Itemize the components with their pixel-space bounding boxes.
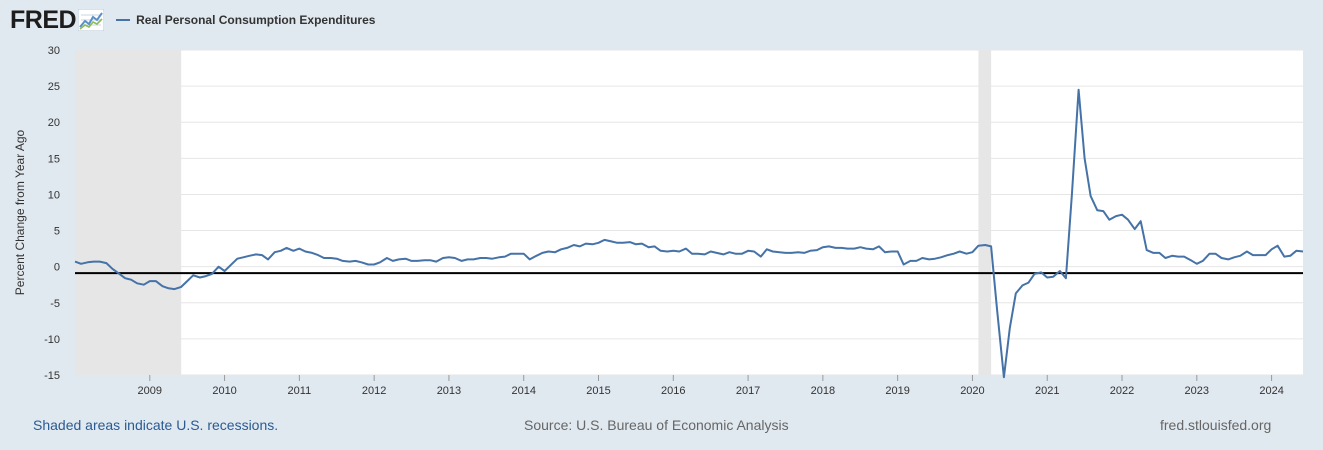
x-tick-label: 2014 <box>511 385 535 397</box>
y-tick-label: -5 <box>50 298 60 310</box>
x-tick-label: 2019 <box>885 385 909 397</box>
plot-area <box>75 50 1303 375</box>
y-tick-label: 0 <box>54 262 60 274</box>
x-tick-label: 2021 <box>1035 385 1059 397</box>
chart-footer: Shaded areas indicate U.S. recessions. S… <box>0 417 1323 435</box>
x-tick-label: 2018 <box>811 385 835 397</box>
legend-swatch <box>116 19 131 21</box>
line-chart-icon <box>78 9 105 31</box>
y-tick-label: 5 <box>54 226 60 238</box>
x-tick-label: 2022 <box>1110 385 1134 397</box>
y-tick-label: -10 <box>44 334 60 346</box>
x-tick-label: 2017 <box>736 385 760 397</box>
x-tick-label: 2015 <box>586 385 610 397</box>
y-axis-ticks: -15 -10 -5 0 5 10 15 20 25 30 <box>44 45 60 382</box>
chart-legend[interactable]: Real Personal Consumption Expenditures <box>116 13 375 27</box>
series-line[interactable] <box>74 88 1304 379</box>
x-tick-label: 2024 <box>1259 385 1283 397</box>
recession-band <box>75 50 182 375</box>
site-link[interactable]: fred.stlouisfed.org <box>1160 417 1272 433</box>
y-tick-label: 10 <box>48 189 60 201</box>
y-tick-label: 25 <box>48 81 60 93</box>
recessions-note-link[interactable]: Shaded areas indicate U.S. recessions. <box>33 417 279 433</box>
x-tick-label: 2010 <box>212 385 236 397</box>
chart-header: FRED Real Personal Consumption Expenditu… <box>10 6 375 34</box>
line-chart[interactable]: -15 -10 -5 0 5 10 15 20 25 30 2009 2010 2011 2012 201… <box>0 0 1323 410</box>
gridlines <box>75 49 1303 376</box>
x-tick-label: 2011 <box>288 385 312 397</box>
recession-band <box>978 50 992 375</box>
x-tick-label: 2013 <box>437 385 461 397</box>
y-axis-label: Percent Change from Year Ago <box>13 129 27 295</box>
x-tick-label: 2009 <box>138 385 162 397</box>
series-layer <box>74 88 1304 379</box>
legend-series-label: Real Personal Consumption Expenditures <box>136 13 376 27</box>
recession-shading-layer <box>75 50 992 375</box>
x-tick-label: 2012 <box>362 385 386 397</box>
x-axis-ticks: 2009 2010 2011 2012 2013 2014 2015 2016 2017 2018… <box>138 375 1284 397</box>
x-tick-label: 2020 <box>960 385 984 397</box>
y-tick-label: 20 <box>48 117 60 129</box>
fred-logo[interactable]: FRED <box>10 5 77 34</box>
x-tick-label: 2023 <box>1185 385 1209 397</box>
y-tick-label: 15 <box>48 153 60 165</box>
x-tick-label: 2016 <box>661 385 685 397</box>
y-tick-label: -15 <box>44 370 60 382</box>
y-tick-label: 30 <box>48 45 60 57</box>
source-note: Source: U.S. Bureau of Economic Analysis <box>524 417 789 433</box>
